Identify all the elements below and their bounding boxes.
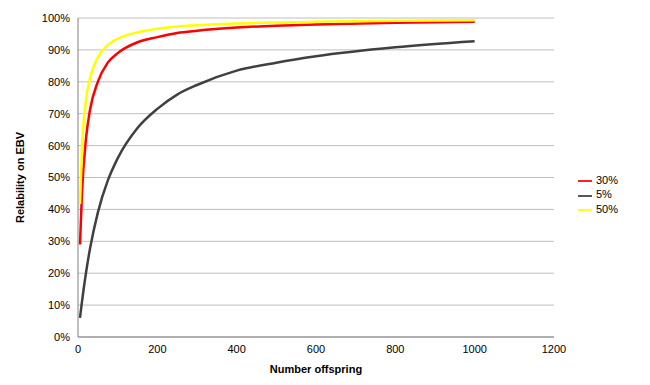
svg-text:60%: 60% <box>48 140 70 152</box>
svg-text:70%: 70% <box>48 108 70 120</box>
svg-text:80%: 80% <box>48 76 70 88</box>
svg-text:40%: 40% <box>48 203 70 215</box>
svg-text:1000: 1000 <box>462 343 486 355</box>
svg-text:20%: 20% <box>48 267 70 279</box>
svg-text:90%: 90% <box>48 44 70 56</box>
svg-text:800: 800 <box>386 343 404 355</box>
svg-text:10%: 10% <box>48 299 70 311</box>
html-text:30%: 30% <box>596 174 618 187</box>
svg-text:0%: 0% <box>54 331 70 343</box>
svg-text:1200: 1200 <box>542 343 566 355</box>
svg-text:100%: 100% <box>42 12 70 24</box>
svg-text:600: 600 <box>307 343 325 355</box>
svg-text:400: 400 <box>227 343 245 355</box>
svg-text:200: 200 <box>148 343 166 355</box>
svg-text:50%: 50% <box>48 171 70 183</box>
html-text:50%: 50% <box>596 202 618 215</box>
svg-text:Number offspring: Number offspring <box>270 363 362 375</box>
svg-text:Relability on EBV: Relability on EBV <box>14 131 26 223</box>
html-text:5%: 5% <box>596 188 612 201</box>
svg-text:0: 0 <box>75 343 81 355</box>
svg-text:30%: 30% <box>48 235 70 247</box>
